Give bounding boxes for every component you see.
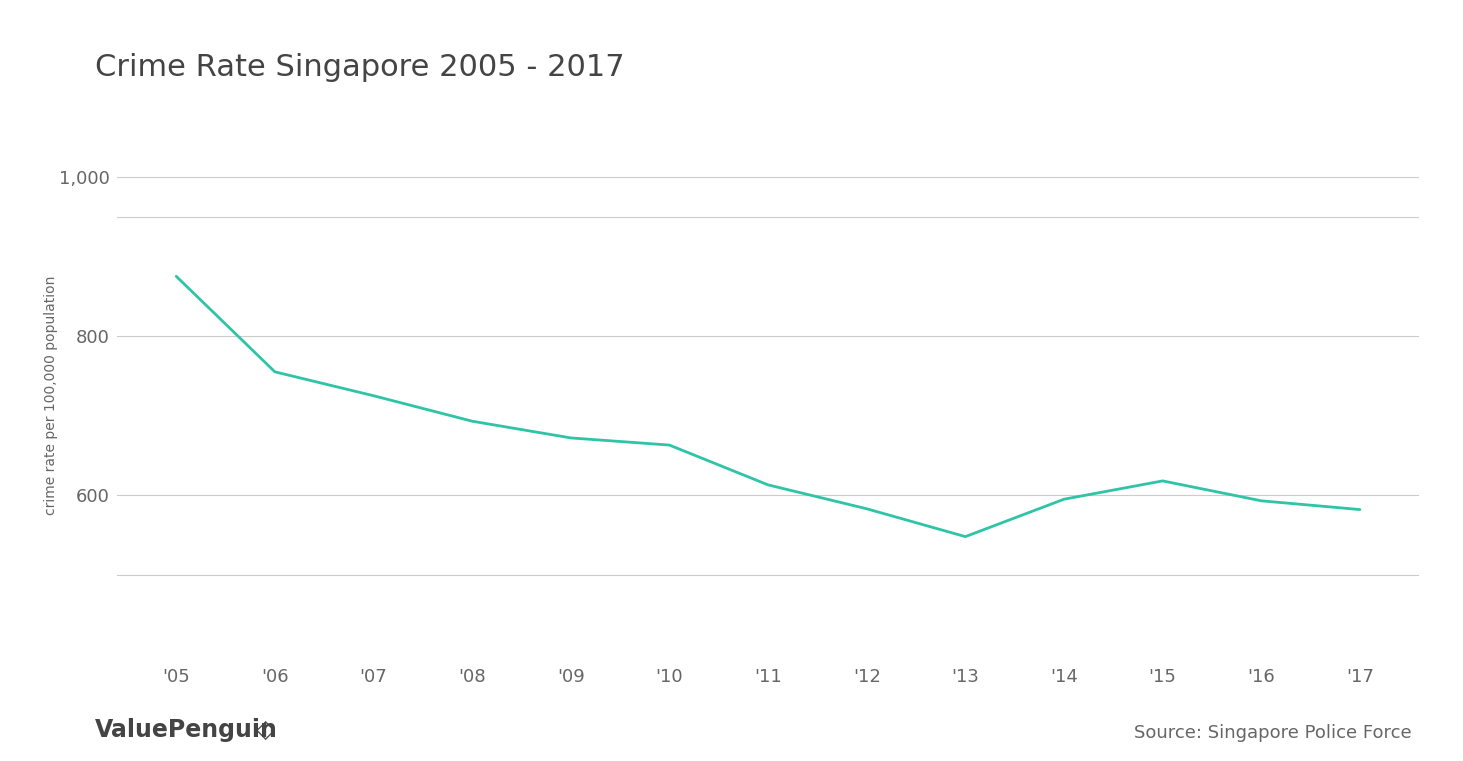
Text: Crime Rate Singapore 2005 - 2017: Crime Rate Singapore 2005 - 2017	[95, 53, 625, 82]
Text: ◇: ◇	[256, 718, 275, 742]
Y-axis label: crime rate per 100,000 population: crime rate per 100,000 population	[44, 276, 59, 515]
Text: ValuePenguin: ValuePenguin	[95, 718, 278, 742]
Text: Source: Singapore Police Force: Source: Singapore Police Force	[1134, 724, 1412, 742]
